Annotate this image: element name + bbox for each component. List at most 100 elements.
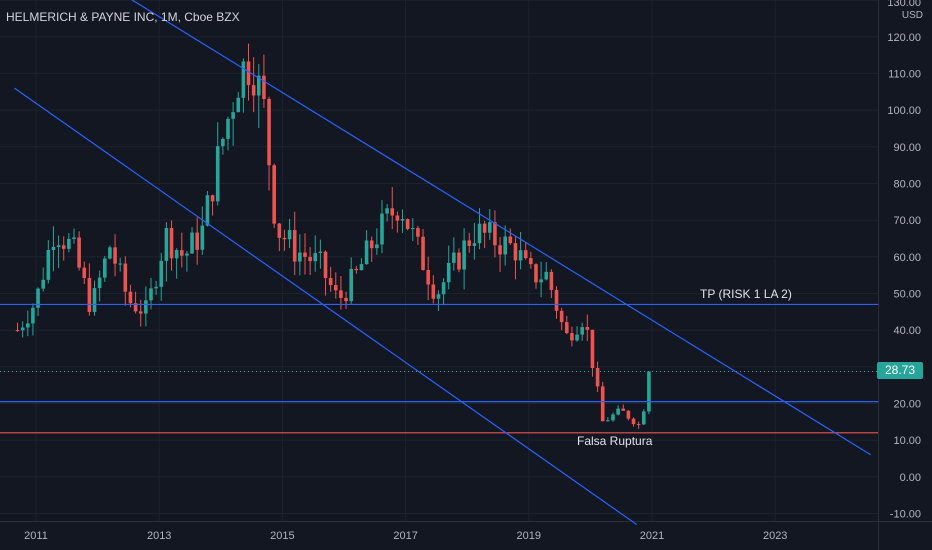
candle-body (600, 386, 605, 422)
candle-body (590, 329, 595, 369)
candle-body (138, 311, 143, 314)
candle-body (159, 260, 164, 287)
candle-body (595, 368, 600, 387)
candle-body (477, 223, 482, 244)
chart-title: HELMERICH & PAYNE INC, 1M, Cboe BZX (6, 10, 240, 24)
y-tick-label: 60.00 (893, 252, 921, 264)
candle-body (41, 279, 45, 289)
candle-body (539, 279, 543, 283)
candle-body (221, 138, 225, 147)
y-tick-label: 0.00 (900, 472, 921, 484)
y-tick-label: 50.00 (893, 288, 921, 300)
candle-body (359, 264, 364, 271)
y-tick-label: 110.00 (888, 68, 921, 80)
candle-body (472, 243, 477, 246)
candle-body (380, 213, 384, 245)
x-tick-label: 2023 (763, 530, 787, 542)
candle-body (405, 219, 410, 229)
candle-body (149, 288, 153, 301)
candle-body (416, 228, 420, 237)
candle-body (67, 238, 71, 249)
candle-body (354, 268, 359, 271)
candle-body (241, 61, 246, 98)
candle-body (421, 236, 425, 271)
candle-body (277, 223, 282, 238)
lower-trendline (14, 87, 637, 525)
candle-body (441, 282, 446, 295)
x-tick-label: 2019 (517, 530, 541, 542)
candle-body (72, 237, 76, 239)
candle-body (544, 271, 549, 280)
y-tick-label: 90.00 (893, 142, 921, 154)
candle-body (133, 303, 138, 312)
fake-breakout-annotation: Falsa Ruptura (577, 434, 653, 448)
y-tick-label: 100.00 (887, 105, 921, 117)
candle-body (97, 277, 102, 289)
candle-body (210, 195, 215, 202)
candle-body (25, 323, 30, 328)
x-tick-label: 2015 (270, 530, 294, 542)
candle-body (487, 222, 492, 233)
candle-body (554, 289, 559, 311)
candle-body (457, 252, 461, 270)
candle-body (328, 278, 333, 286)
candle-body (585, 327, 590, 330)
x-tick-label: 2011 (24, 530, 48, 542)
candle-body (503, 236, 507, 255)
candle-body (529, 258, 533, 265)
candle-body (51, 246, 56, 250)
candle-body (31, 307, 35, 324)
candle-body (498, 245, 502, 255)
candle-body (482, 223, 487, 233)
candle-body (236, 97, 241, 113)
candle-body (215, 146, 220, 202)
y-tick-label: 70.00 (893, 215, 921, 227)
candle-body (164, 228, 169, 261)
candle-body (77, 237, 81, 268)
candle-body (313, 253, 318, 262)
tp-annotation: TP (RISK 1 LA 2) (700, 287, 792, 301)
candle-body (256, 75, 261, 96)
candle-body (580, 327, 584, 335)
candle-body (179, 250, 184, 256)
y-tick-label: 80.00 (893, 178, 921, 190)
candle-body (118, 263, 122, 265)
candle-body (452, 252, 456, 263)
candle-body (154, 286, 158, 289)
x-tick-label: 2017 (393, 530, 417, 542)
candle-body (410, 228, 415, 230)
current-price-tag: 28.73 (877, 362, 923, 379)
candle-body (375, 244, 379, 249)
candle-body (174, 250, 179, 259)
y-tick-label: 20.00 (893, 398, 921, 410)
candle-body (123, 263, 128, 292)
candle-body (205, 195, 210, 226)
candle-body (493, 222, 497, 246)
candle-body (559, 310, 564, 323)
candle-body (190, 232, 194, 254)
y-tick-label: -10.00 (890, 508, 921, 520)
candle-body (262, 75, 266, 99)
candle-body (641, 411, 646, 425)
candle-body (56, 245, 61, 247)
candle-body (564, 322, 569, 334)
candle-body (226, 118, 230, 139)
candle-body (431, 284, 436, 299)
candle-body (169, 228, 174, 259)
candle-body (108, 247, 112, 259)
candle-body (636, 424, 641, 426)
y-tick-label: 40.00 (893, 325, 921, 337)
candle-body (87, 277, 92, 312)
candle-body (339, 290, 343, 298)
candle-body (344, 297, 348, 302)
candle-body (15, 330, 20, 332)
candle-body (195, 232, 199, 250)
candle-body (400, 219, 405, 221)
candle-body (534, 264, 538, 283)
candle-body (508, 236, 513, 244)
candle-body (436, 294, 441, 299)
candle-body (364, 240, 369, 265)
candle-body (631, 418, 636, 425)
candle-body (231, 112, 235, 119)
